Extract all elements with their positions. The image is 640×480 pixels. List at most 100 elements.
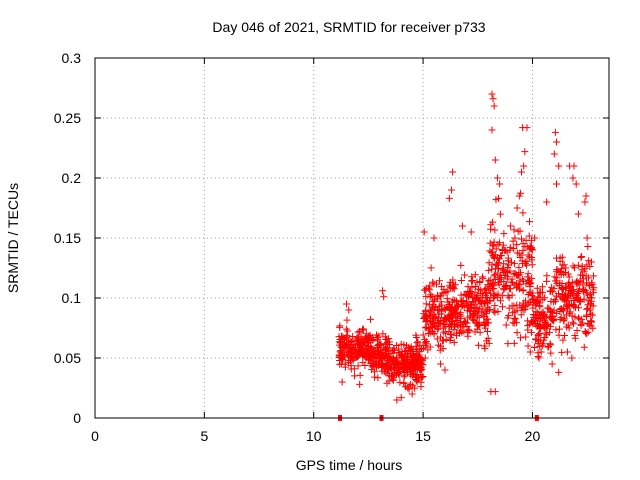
- data-point: [509, 319, 517, 327]
- data-point: [436, 292, 444, 300]
- data-point: [373, 331, 381, 339]
- data-point: [437, 298, 445, 306]
- data-point: [427, 291, 435, 299]
- data-point: [505, 294, 513, 302]
- data-point: [468, 277, 476, 285]
- data-point: [388, 373, 396, 381]
- data-point: [464, 326, 472, 334]
- data-point: [339, 355, 347, 363]
- data-point: [335, 333, 343, 341]
- data-point: [551, 273, 559, 281]
- data-point: [511, 314, 519, 322]
- data-point: [570, 264, 578, 272]
- data-point: [487, 248, 495, 256]
- data-point: [561, 332, 569, 340]
- data-point: [504, 314, 512, 322]
- data-point: [486, 297, 494, 305]
- data-point: [583, 305, 591, 313]
- data-point: [586, 306, 594, 314]
- data-point: [519, 306, 527, 314]
- y-tick-label: 0.3: [62, 50, 82, 66]
- data-point: [532, 296, 540, 304]
- data-point: [417, 378, 425, 386]
- data-point: [490, 102, 498, 110]
- data-point: [556, 257, 564, 265]
- data-point: [534, 309, 542, 317]
- data-point: [480, 299, 488, 307]
- data-point: [479, 274, 487, 282]
- data-point: [345, 306, 353, 314]
- data-point: [356, 380, 364, 388]
- data-point: [372, 347, 380, 355]
- data-point: [443, 294, 451, 302]
- data-point: [349, 332, 357, 340]
- data-point: [445, 320, 453, 328]
- data-point: [519, 209, 527, 217]
- data-point: [516, 269, 524, 277]
- data-point: [435, 302, 443, 310]
- data-point: [570, 320, 578, 328]
- data-point: [368, 336, 376, 344]
- data-point: [488, 90, 496, 98]
- data-points: [335, 90, 598, 404]
- data-point: [506, 285, 514, 293]
- data-point: [532, 335, 540, 343]
- data-point: [445, 302, 453, 310]
- data-point: [374, 374, 382, 382]
- data-point: [435, 277, 443, 285]
- data-point: [586, 263, 594, 271]
- data-point: [450, 338, 458, 346]
- data-point: [346, 345, 354, 353]
- data-point: [533, 284, 541, 292]
- data-point: [532, 336, 540, 344]
- data-point: [582, 192, 590, 200]
- data-point: [548, 283, 556, 291]
- data-point: [494, 269, 502, 277]
- data-point: [389, 376, 397, 384]
- data-point: [527, 279, 535, 287]
- data-point: [412, 371, 420, 379]
- data-point: [527, 244, 535, 252]
- data-point: [528, 246, 536, 254]
- data-point: [507, 222, 515, 230]
- y-tick-label: 0.2: [62, 170, 82, 186]
- data-point: [408, 372, 416, 380]
- data-point: [400, 379, 408, 387]
- data-point: [504, 264, 512, 272]
- data-point: [504, 340, 512, 348]
- data-point: [411, 384, 419, 392]
- data-point: [537, 325, 545, 333]
- data-point: [589, 272, 597, 280]
- y-tick-label: 0.05: [54, 350, 81, 366]
- data-point: [540, 336, 548, 344]
- data-point: [417, 359, 425, 367]
- data-point: [387, 353, 395, 361]
- data-point: [457, 276, 465, 284]
- data-point: [588, 318, 596, 326]
- data-point: [463, 323, 471, 331]
- data-point: [367, 335, 375, 343]
- data-point: [566, 308, 574, 316]
- data-point: [391, 346, 399, 354]
- data-point: [441, 366, 449, 374]
- data-point: [385, 377, 393, 385]
- data-point: [509, 237, 517, 245]
- data-point: [563, 292, 571, 300]
- data-point: [448, 284, 456, 292]
- data-point: [459, 301, 467, 309]
- data-point: [344, 339, 352, 347]
- x-tick-label: 5: [200, 428, 208, 444]
- data-point: [470, 305, 478, 313]
- data-point: [489, 95, 497, 103]
- data-point: [349, 341, 357, 349]
- data-point: [500, 230, 508, 238]
- data-point: [402, 342, 410, 350]
- data-point: [385, 340, 393, 348]
- data-point: [492, 265, 500, 273]
- data-point: [479, 305, 487, 313]
- data-point: [516, 227, 524, 235]
- data-point: [494, 241, 502, 249]
- data-point: [464, 332, 472, 340]
- data-point: [567, 300, 575, 308]
- data-point: [395, 345, 403, 353]
